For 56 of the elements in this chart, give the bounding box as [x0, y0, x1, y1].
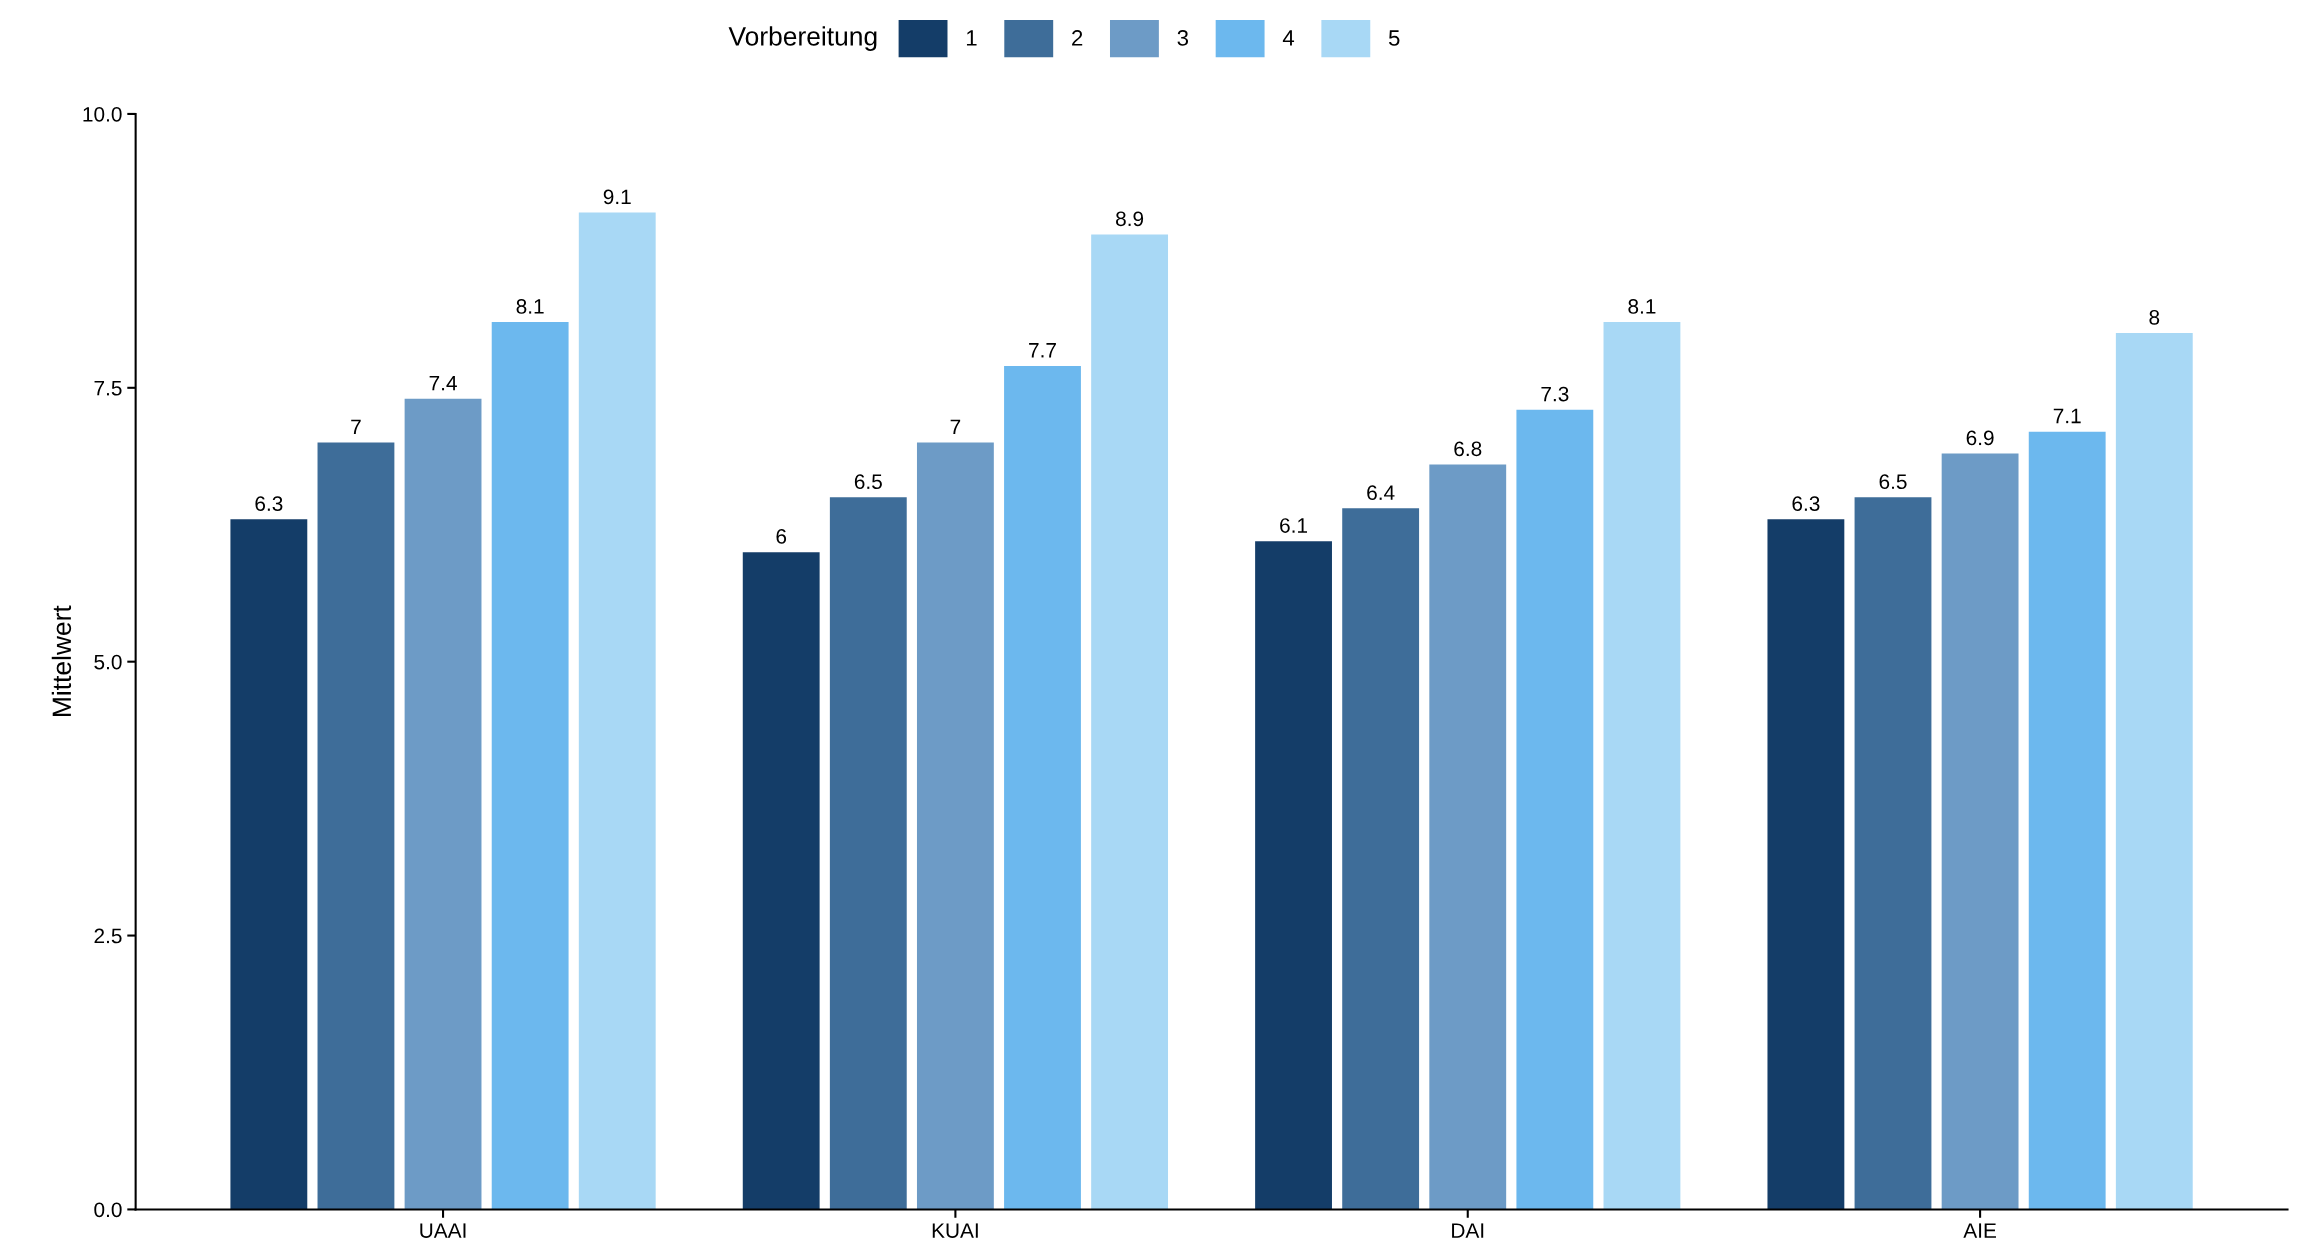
y-tick-label: 2.5 — [94, 928, 122, 944]
y-tick-label: 5.0 — [94, 654, 122, 670]
data-label: 7 — [950, 419, 961, 435]
data-label: 8.9 — [1116, 211, 1144, 227]
legend-label: 5 — [1388, 30, 1400, 46]
bar — [317, 442, 395, 1210]
bar — [1429, 464, 1507, 1210]
data-label: 8 — [2149, 309, 2160, 325]
bar — [1854, 497, 1932, 1210]
bar — [230, 519, 308, 1210]
data-label: 7.4 — [429, 375, 457, 391]
data-label: 7.3 — [1541, 386, 1569, 402]
data-label: 6.3 — [1792, 496, 1820, 511]
bar — [1255, 541, 1332, 1210]
data-label: 6.5 — [1879, 474, 1907, 490]
data-label: 7 — [351, 419, 361, 435]
x-tick-label: AIE — [1963, 1223, 1996, 1238]
bar — [2028, 431, 2106, 1210]
y-tick-label: 10.0 — [83, 106, 122, 122]
bar — [742, 552, 820, 1210]
x-tick-label: KUAI — [932, 1223, 978, 1238]
bar — [578, 212, 656, 1210]
y-axis-title: Mittelwert — [51, 605, 72, 716]
data-label: 7.7 — [1029, 343, 1056, 358]
data-label: 6.5 — [854, 474, 882, 490]
bar — [404, 398, 482, 1210]
data-label: 6.1 — [1280, 518, 1308, 533]
bar — [1941, 453, 2019, 1210]
legend-label: 3 — [1177, 30, 1189, 46]
y-tick-label: 0.0 — [94, 1202, 122, 1218]
data-label: 8.1 — [1628, 299, 1656, 314]
x-tick-label: DAI — [1452, 1223, 1484, 1238]
data-label: 6 — [776, 529, 787, 544]
bar — [1603, 322, 1681, 1210]
legend-label: 4 — [1282, 30, 1295, 46]
x-tick-label: UAAI — [420, 1223, 466, 1238]
legend-label: 2 — [1072, 30, 1083, 46]
bar — [1342, 508, 1420, 1210]
bar — [916, 442, 994, 1210]
legend-label: 1 — [966, 30, 977, 46]
bar — [1516, 409, 1594, 1210]
data-label: 6.9 — [1966, 430, 1994, 446]
bar — [1767, 519, 1845, 1210]
bar — [2115, 333, 2193, 1210]
data-label: 8.1 — [516, 299, 544, 314]
bar — [491, 322, 569, 1210]
data-label: 6.4 — [1367, 485, 1395, 501]
bar — [1091, 234, 1169, 1210]
bar — [1004, 365, 1081, 1210]
data-label: 9.1 — [603, 189, 631, 205]
data-label: 6.3 — [255, 496, 283, 511]
data-label: 6.8 — [1454, 441, 1482, 457]
legend-title: Vorbereitung — [728, 26, 877, 51]
y-tick-label: 7.5 — [94, 381, 122, 396]
bar — [829, 497, 907, 1210]
data-label: 7.1 — [2053, 408, 2081, 424]
